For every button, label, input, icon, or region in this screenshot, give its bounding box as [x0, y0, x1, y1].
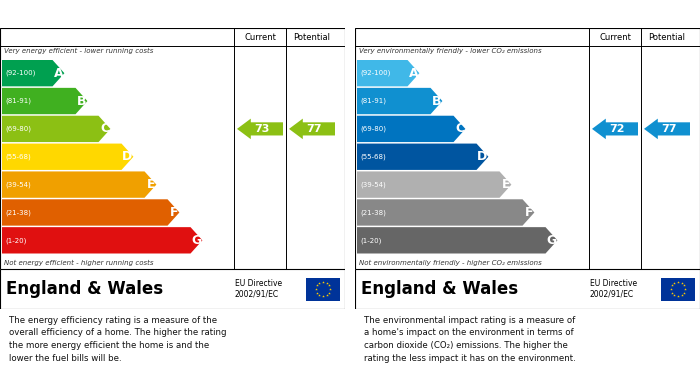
Polygon shape: [2, 88, 87, 114]
Text: (39-54): (39-54): [360, 181, 386, 188]
Text: 73: 73: [255, 124, 270, 134]
Text: D: D: [122, 150, 132, 163]
Text: Energy Efficiency Rating: Energy Efficiency Rating: [8, 7, 171, 20]
Text: Environmental Impact (CO₂) Rating: Environmental Impact (CO₂) Rating: [363, 7, 596, 20]
Text: (1-20): (1-20): [5, 237, 27, 244]
Text: E: E: [502, 178, 510, 191]
Text: B: B: [77, 95, 86, 108]
Text: (92-100): (92-100): [5, 70, 36, 76]
Text: Not environmentally friendly - higher CO₂ emissions: Not environmentally friendly - higher CO…: [359, 260, 542, 266]
Text: (92-100): (92-100): [360, 70, 391, 76]
Text: EU Directive
2002/91/EC: EU Directive 2002/91/EC: [234, 279, 281, 299]
Text: The environmental impact rating is a measure of
a home's impact on the environme: The environmental impact rating is a mea…: [363, 316, 575, 363]
Bar: [661, 278, 695, 301]
Text: Current: Current: [599, 32, 631, 41]
Polygon shape: [644, 118, 690, 139]
Polygon shape: [357, 171, 512, 198]
Polygon shape: [237, 118, 283, 139]
Text: EU Directive
2002/91/EC: EU Directive 2002/91/EC: [589, 279, 637, 299]
Text: 77: 77: [662, 124, 677, 134]
Polygon shape: [289, 118, 335, 139]
Text: (1-20): (1-20): [360, 237, 382, 244]
Polygon shape: [357, 143, 489, 170]
Polygon shape: [592, 118, 638, 139]
Text: (55-68): (55-68): [5, 154, 31, 160]
Polygon shape: [357, 116, 466, 142]
Polygon shape: [357, 227, 557, 253]
Text: Potential: Potential: [293, 32, 330, 41]
Text: Potential: Potential: [648, 32, 685, 41]
Polygon shape: [357, 199, 534, 226]
Text: Current: Current: [244, 32, 276, 41]
Text: (21-38): (21-38): [360, 209, 386, 216]
Text: (81-91): (81-91): [5, 98, 31, 104]
Polygon shape: [357, 60, 419, 86]
Text: (39-54): (39-54): [5, 181, 31, 188]
Text: D: D: [477, 150, 487, 163]
Text: Not energy efficient - higher running costs: Not energy efficient - higher running co…: [4, 260, 153, 266]
Polygon shape: [2, 199, 179, 226]
Polygon shape: [2, 116, 111, 142]
Text: England & Wales: England & Wales: [361, 280, 518, 298]
Text: C: C: [100, 122, 109, 135]
Text: G: G: [191, 234, 201, 247]
Polygon shape: [357, 88, 442, 114]
Text: F: F: [525, 206, 533, 219]
Text: G: G: [546, 234, 556, 247]
Text: England & Wales: England & Wales: [6, 280, 163, 298]
Text: Very energy efficient - lower running costs: Very energy efficient - lower running co…: [4, 48, 153, 54]
Text: (69-80): (69-80): [5, 126, 31, 132]
Text: C: C: [455, 122, 464, 135]
Text: (69-80): (69-80): [360, 126, 386, 132]
Text: Very environmentally friendly - lower CO₂ emissions: Very environmentally friendly - lower CO…: [359, 48, 542, 54]
Text: A: A: [54, 67, 63, 80]
Text: The energy efficiency rating is a measure of the
overall efficiency of a home. T: The energy efficiency rating is a measur…: [8, 316, 226, 363]
Text: F: F: [169, 206, 178, 219]
Text: (21-38): (21-38): [5, 209, 31, 216]
Polygon shape: [2, 143, 134, 170]
Text: 72: 72: [610, 124, 625, 134]
Bar: [306, 278, 340, 301]
Text: (55-68): (55-68): [360, 154, 386, 160]
Text: A: A: [409, 67, 418, 80]
Text: 77: 77: [307, 124, 322, 134]
Text: B: B: [432, 95, 441, 108]
Polygon shape: [2, 171, 156, 198]
Polygon shape: [2, 60, 64, 86]
Polygon shape: [2, 227, 202, 253]
Text: (81-91): (81-91): [360, 98, 386, 104]
Text: E: E: [147, 178, 155, 191]
